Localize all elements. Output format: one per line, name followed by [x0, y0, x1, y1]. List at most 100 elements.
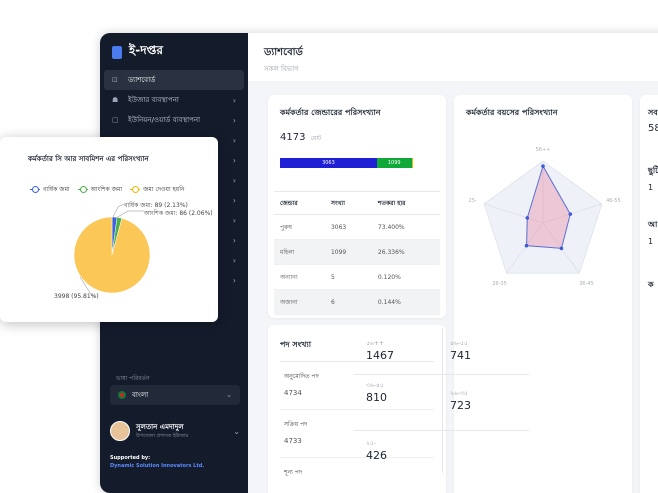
radar-point — [569, 212, 573, 216]
user-name: সুলতান এমদাদুল — [136, 421, 188, 433]
age-stat-value: 741 — [450, 349, 471, 362]
radar-label: 46-55 — [606, 198, 621, 204]
sidebar-item-label: ইউজার ব্যবস্থাপনা — [128, 94, 179, 106]
table-cell: 5 — [325, 265, 372, 290]
right-label-2: ছুটি — [648, 165, 658, 178]
sidebar-item-label: ড্যাশবোর্ড — [128, 74, 155, 86]
cr-submission-popup: কর্মকর্তার সি আর সাবমিশন এর পরিসংখ্যান ব… — [0, 137, 218, 322]
chevron-right-icon: › — [233, 136, 236, 145]
language-value: বাংলা — [132, 389, 148, 401]
table-cell: 6 — [325, 290, 372, 315]
age-stat: ২৫-426 — [366, 438, 387, 462]
gender-card-title: কর্মকর্তার জেন্ডারের পরিসংখ্যান — [280, 107, 381, 120]
age-stat-label: ২৬-৩৫ — [450, 388, 471, 399]
cr-pie-chart — [0, 137, 218, 322]
age-stat-value: 1467 — [366, 349, 394, 362]
sidebar-item-label: ইউনিয়ন/ওয়ার্ড ব্যবস্থাপনা — [128, 114, 200, 126]
age-card-title: কর্মকর্তার বয়সের পরিসংখ্যান — [466, 107, 558, 120]
age-stat-label: ২৫- — [366, 438, 387, 449]
table-cell: 0.144% — [372, 290, 440, 315]
divider — [442, 328, 443, 473]
right-value-2: 1 — [648, 183, 653, 192]
right-label-4: ক — [648, 279, 654, 292]
supported-org-link[interactable]: Dynamic Solution Innovators Ltd. — [110, 463, 204, 469]
pie-leader-line — [113, 204, 124, 217]
user-role: উপজেলা প্রশাসক ইউজার — [136, 433, 188, 441]
gender-total-value: 4173 — [280, 132, 305, 143]
right-value-3: 1 — [648, 237, 653, 246]
gender-total-unit: মোট — [311, 135, 322, 142]
right-label-1: সব — [648, 107, 658, 120]
gender-bar-male: 3063 — [280, 158, 377, 168]
user-menu[interactable]: সুলতান এমদাদুল উপজেলা প্রশাসক ইউজার ⌄ — [110, 421, 240, 441]
age-stat-value: 426 — [366, 449, 387, 462]
bangladesh-flag-icon — [118, 391, 126, 399]
chevron-down-icon: ⌄ — [233, 427, 240, 436]
chevron-down-icon: ⌄ — [226, 391, 232, 399]
chevron-right-icon: › — [233, 116, 236, 125]
table-cell: 0.120% — [372, 265, 440, 290]
supported-label: Supported by: — [110, 455, 150, 461]
gender-card: কর্মকর্তার জেন্ডারের পরিসংখ্যান 4173 মোট… — [268, 95, 446, 318]
avatar — [110, 421, 130, 441]
gender-total: 4173 মোট — [280, 125, 321, 144]
radar-label: 56++ — [536, 147, 551, 153]
age-stat: ৫৬++1467 — [366, 338, 394, 362]
chevron-right-icon: › — [233, 216, 236, 225]
age-stat-value: 810 — [366, 391, 387, 404]
table-cell: অন্যান্য — [274, 265, 325, 290]
pie-annotation-partial: আংশিক জমা: 86 (2.06%) — [144, 208, 213, 219]
chevron-right-icon: › — [233, 256, 236, 265]
supported-by: Supported by: Dynamic Solution Innovator… — [110, 454, 204, 470]
right-value-1: 58 — [648, 123, 658, 134]
table-cell: অজানা — [274, 290, 325, 315]
table-cell: 1099 — [325, 240, 372, 265]
chevron-right-icon: › — [233, 196, 236, 205]
chevron-right-icon: › — [233, 276, 236, 285]
post-card-title: পদ সংখ্যা — [280, 339, 311, 352]
page-subtitle: সকল বিভাগ — [264, 63, 299, 75]
radar-label: 25- — [469, 198, 477, 204]
right-label-3: আ — [648, 219, 657, 232]
age-stat-label: ৪৬-৫৫ — [450, 338, 471, 349]
language-select[interactable]: বাংলা ⌄ — [110, 385, 240, 405]
sidebar-item[interactable]: ⊡ ড্যাশবোর্ড — [104, 70, 244, 90]
age-stat-value: 723 — [450, 399, 471, 412]
radar-label: 36-45 — [579, 281, 594, 287]
table-cell: মহিলা — [274, 240, 325, 265]
app-logo[interactable]: ই-দপ্তর — [112, 42, 163, 62]
table-header: শতকরা হার — [372, 192, 440, 215]
right-card: সব 58 ছুটি 1 আ 1 ক — [640, 95, 658, 493]
logo-icon — [112, 46, 122, 59]
age-radar-chart: 56++ 46-55 36-45 26-35 25- — [454, 125, 632, 325]
office-icon: ▢ — [112, 116, 122, 124]
radar-point — [541, 164, 545, 168]
radar-point — [560, 247, 564, 251]
chevron-right-icon: › — [233, 96, 236, 105]
sidebar-item[interactable]: ▢ ইউনিয়ন/ওয়ার্ড ব্যবস্থাপনা › — [104, 110, 244, 130]
sidebar-item[interactable]: ☗ইউজার ব্যবস্থাপনা› — [104, 90, 244, 110]
divider — [354, 430, 529, 431]
page-title: ড্যাশবোর্ড — [264, 45, 303, 62]
chevron-right-icon: › — [233, 236, 236, 245]
pie-annotation-pending: 3998 (95.81%) — [54, 293, 99, 300]
page-header: ড্যাশবোর্ড সকল বিভাগ — [248, 33, 658, 81]
pie-slice[interactable] — [74, 217, 150, 293]
radar-point — [526, 216, 530, 220]
chart-icon: ⊡ — [112, 76, 122, 84]
chevron-right-icon: › — [233, 156, 236, 165]
table-cell: পুরুষ — [274, 215, 325, 240]
radar-label: 26-35 — [492, 281, 507, 287]
table-cell: 73.400% — [372, 215, 440, 240]
age-stat-label: ৩৬-৪৫ — [366, 380, 387, 391]
gender-bar-female: 1099 — [377, 158, 412, 168]
